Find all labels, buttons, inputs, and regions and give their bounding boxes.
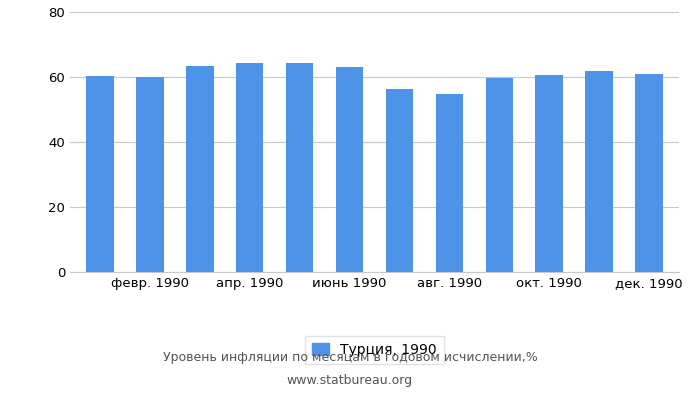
- Text: www.statbureau.org: www.statbureau.org: [287, 374, 413, 387]
- Bar: [386, 89, 413, 272]
- Bar: [136, 77, 164, 272]
- Bar: [336, 66, 363, 272]
- Bar: [286, 63, 314, 272]
- Bar: [186, 66, 214, 272]
- Bar: [585, 71, 613, 272]
- Bar: [536, 75, 563, 272]
- Bar: [486, 78, 513, 272]
- Bar: [636, 74, 663, 272]
- Bar: [435, 94, 463, 272]
- Legend: Турция, 1990: Турция, 1990: [305, 336, 444, 364]
- Bar: [236, 63, 263, 272]
- Text: Уровень инфляции по месяцам в годовом исчислении,%: Уровень инфляции по месяцам в годовом ис…: [162, 352, 538, 364]
- Bar: [86, 76, 113, 272]
